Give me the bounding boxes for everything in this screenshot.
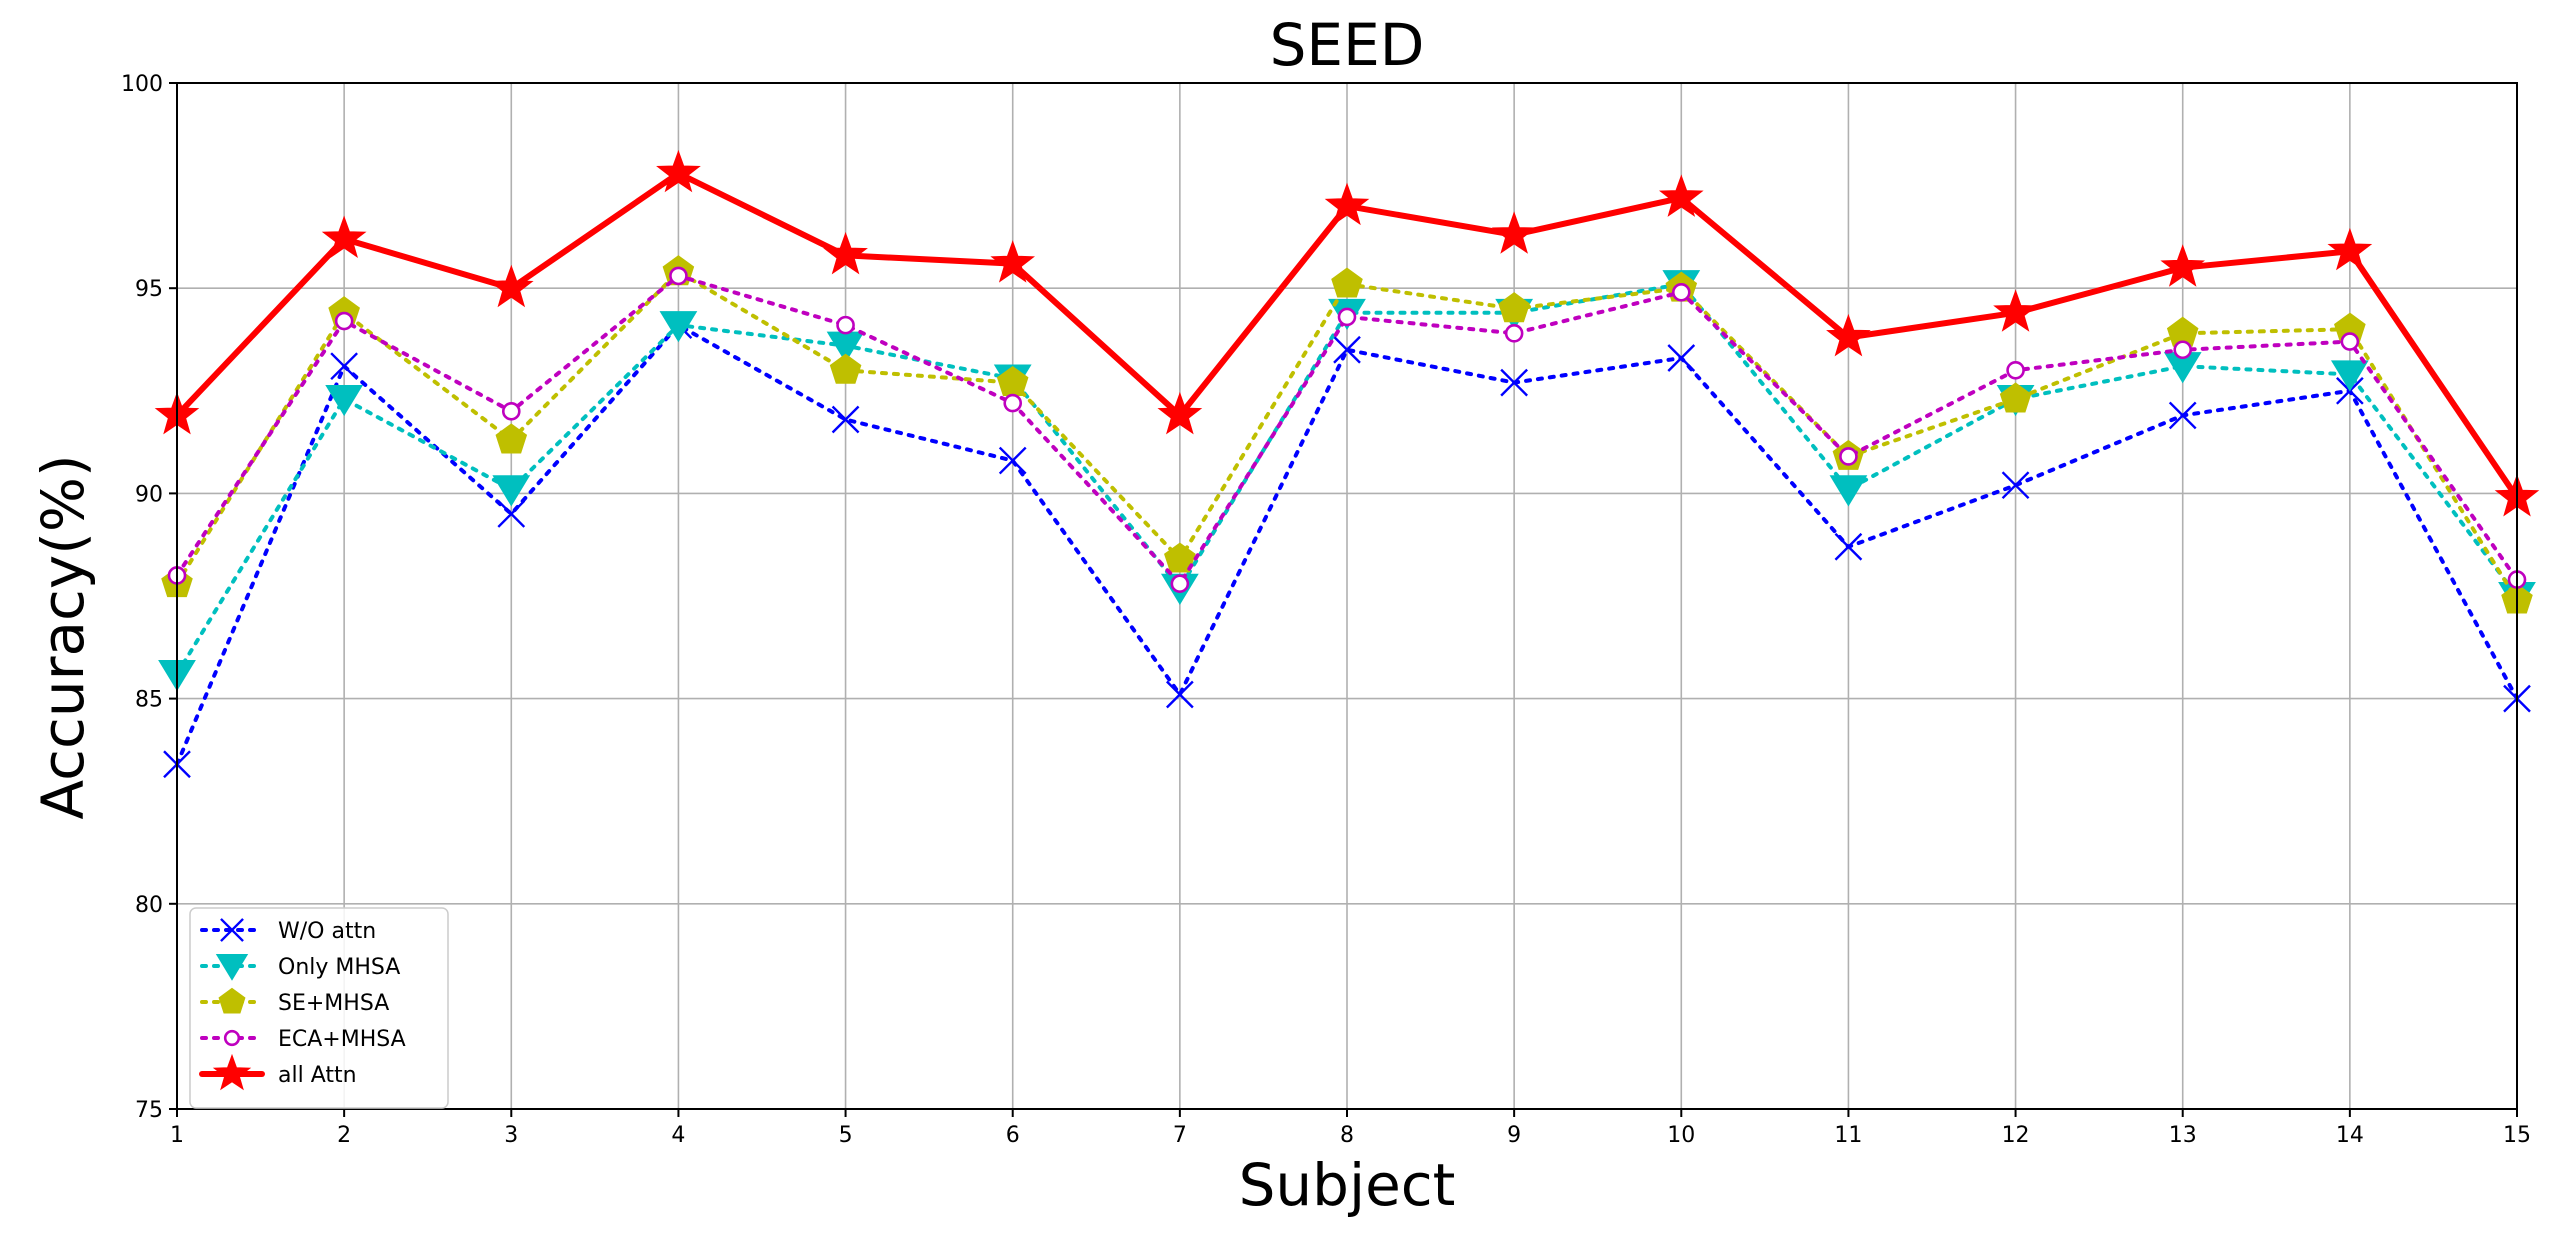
y-tick-label: 85 (135, 688, 163, 713)
data-point (2168, 401, 2197, 430)
data-point (1500, 368, 1528, 397)
data-point (831, 405, 860, 434)
legend-item: Only MHSA (200, 954, 400, 981)
data-point (2006, 360, 2025, 380)
data-point (1993, 289, 2038, 332)
y-tick-label: 90 (135, 482, 163, 507)
y-tick-label: 95 (135, 277, 163, 302)
chart-title: SEED (1270, 11, 1425, 79)
data-point (1164, 542, 1196, 573)
legend-label: Only MHSA (278, 955, 400, 980)
data-point (1170, 574, 1190, 593)
data-point (2330, 360, 2369, 392)
data-point (1671, 283, 1691, 302)
legend-item: W/O attn (200, 918, 376, 944)
legend-box (189, 907, 449, 1109)
series-line (175, 323, 2519, 767)
x-axis-title: Subject (1239, 1151, 1456, 1219)
x-tick-label: 12 (2002, 1123, 2030, 1148)
x-tick-label: 1 (170, 1123, 184, 1148)
series-3 (167, 266, 2527, 593)
series-line (175, 273, 2519, 586)
x-tick-label: 11 (1834, 1123, 1862, 1148)
data-point (669, 266, 688, 286)
y-tick-label: 100 (121, 72, 163, 97)
data-point (1498, 292, 1530, 323)
data-point (990, 240, 1035, 283)
legend-item: ECA+MHSA (200, 1027, 406, 1052)
data-point (1504, 324, 1524, 343)
y-tick-label: 80 (135, 893, 163, 918)
x-tick-label: 7 (1173, 1123, 1187, 1148)
legend: W/O attn Only MHSA SE+MHSA ECA+MHSA all Attn (189, 907, 449, 1109)
x-tick-label: 10 (1667, 1123, 1695, 1148)
x-tick-label: 9 (1507, 1123, 1521, 1148)
data-point (2001, 471, 2030, 500)
data-point (2340, 332, 2360, 351)
data-point (1839, 447, 1858, 466)
data-point (1166, 680, 1194, 709)
x-tick-label: 4 (671, 1123, 685, 1148)
data-point (823, 231, 868, 275)
series-layer (154, 149, 2540, 779)
data-point (1003, 393, 1023, 413)
data-point (330, 352, 358, 381)
legend-marker (218, 987, 246, 1014)
data-point (492, 475, 531, 507)
legend-marker (223, 1029, 241, 1047)
x-tick-label: 2 (337, 1123, 351, 1148)
data-point (1491, 211, 1537, 254)
legend-label: SE+MHSA (278, 991, 389, 1016)
data-point (2160, 244, 2205, 287)
legend-item: SE+MHSA (200, 987, 389, 1016)
data-point (1999, 382, 2032, 413)
data-point (489, 264, 534, 308)
legend-marker (220, 918, 244, 942)
x-tick-label: 15 (2503, 1123, 2531, 1148)
data-point (1333, 335, 1361, 364)
data-point (1331, 267, 1363, 298)
data-point (495, 423, 528, 454)
legend-item: all Attn (199, 1053, 357, 1091)
x-tick-label: 13 (2169, 1123, 2197, 1148)
data-point (1157, 391, 1203, 435)
data-point (998, 446, 1027, 475)
data-point (656, 149, 701, 193)
data-point (1834, 532, 1863, 561)
data-point (2173, 340, 2193, 360)
data-point (836, 315, 855, 335)
data-point (1829, 475, 1868, 507)
data-point (501, 402, 521, 421)
series-line (175, 282, 2519, 676)
y-tick-label: 75 (135, 1098, 163, 1123)
data-point (2327, 227, 2373, 271)
y-axis-title: Accuracy(%) (29, 454, 97, 819)
data-point (321, 215, 367, 258)
data-point (1826, 313, 1871, 357)
data-point (1667, 344, 1696, 372)
data-point (1337, 307, 1357, 327)
x-tick-label: 8 (1340, 1123, 1354, 1148)
data-point (497, 500, 526, 528)
data-point (659, 311, 698, 343)
x-tick-label: 3 (504, 1123, 518, 1148)
data-point (1324, 182, 1370, 226)
legend-marker (212, 1053, 252, 1091)
legend-label: ECA+MHSA (278, 1027, 406, 1052)
data-point (1659, 174, 1704, 217)
x-tick-label: 14 (2336, 1123, 2364, 1148)
x-tick-label: 5 (839, 1123, 853, 1148)
legend-label: all Attn (278, 1063, 357, 1088)
data-point (334, 311, 354, 331)
data-point (829, 353, 862, 384)
legend-marker (215, 954, 249, 981)
data-point (325, 385, 364, 417)
x-tick-label: 6 (1006, 1123, 1020, 1148)
legend-label: W/O attn (278, 919, 376, 944)
